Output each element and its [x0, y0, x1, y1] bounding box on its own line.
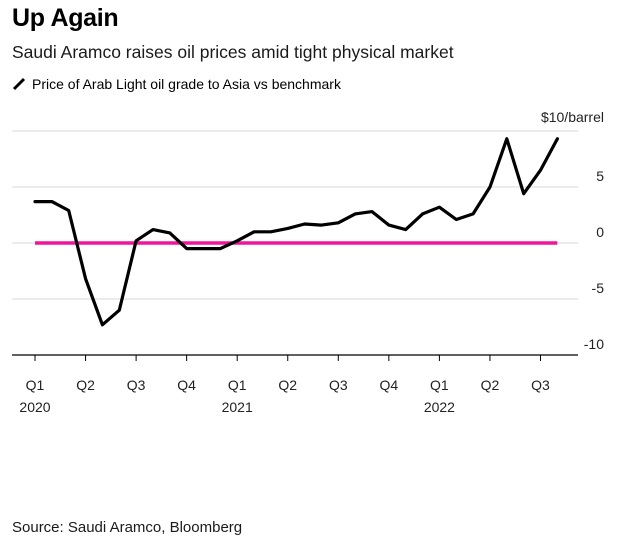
- data-point: [168, 231, 171, 235]
- x-tick-label: Q1: [228, 377, 247, 393]
- data-point: [505, 137, 508, 141]
- data-point: [539, 169, 542, 172]
- data-point: [67, 209, 70, 212]
- data-point: [303, 222, 306, 226]
- data-point: [252, 230, 256, 233]
- series-line: [33, 137, 560, 327]
- x-tick-label: Q3: [531, 377, 550, 393]
- source-note: Source: Saudi Aramco, Bloomberg: [12, 519, 243, 536]
- data-point: [118, 309, 121, 312]
- y-tick-label: -5: [592, 280, 605, 296]
- data-point: [404, 228, 407, 231]
- y-tick-label: 5: [596, 168, 604, 184]
- data-point: [202, 247, 205, 250]
- x-tick-label: Q2: [278, 377, 297, 393]
- data-point: [134, 239, 138, 242]
- y-tick-label: -10: [584, 336, 604, 352]
- y-tick-label: 0: [596, 224, 604, 240]
- chart-subtitle: Saudi Aramco raises oil prices amid tigh…: [12, 42, 454, 62]
- x-tick-label: Q3: [329, 377, 348, 393]
- y-tick-label: $10/barrel: [541, 109, 604, 125]
- data-point: [151, 228, 155, 231]
- legend-label: Price of Arab Light oil grade to Asia vs…: [32, 76, 341, 92]
- data-point: [50, 200, 54, 203]
- data-point: [370, 210, 374, 213]
- x-year-label: 2022: [424, 399, 455, 415]
- chart-title: Up Again: [12, 4, 119, 32]
- x-tick-label: Q2: [76, 377, 95, 393]
- legend-swatch-icon: [12, 77, 26, 91]
- data-point: [320, 223, 323, 227]
- data-point: [269, 230, 273, 233]
- x-year-label: 2021: [222, 399, 253, 415]
- x-tick-label: Q4: [380, 377, 399, 393]
- data-point: [421, 212, 424, 216]
- data-point: [236, 239, 239, 242]
- data-point: [556, 137, 559, 141]
- x-tick-label: Q2: [481, 377, 500, 393]
- data-point: [219, 247, 222, 250]
- data-point: [84, 277, 87, 281]
- data-point: [522, 192, 525, 195]
- data-point: [101, 323, 104, 326]
- data-point: [337, 221, 340, 225]
- data-point: [488, 185, 492, 189]
- data-point: [353, 212, 357, 216]
- data-point: [286, 227, 289, 230]
- data-point: [455, 218, 458, 221]
- x-tick-label: Q4: [177, 377, 196, 393]
- data-point: [387, 223, 391, 227]
- data-point: [438, 205, 441, 209]
- x-tick-label: Q1: [26, 377, 45, 393]
- data-point: [471, 212, 475, 216]
- x-tick-label: Q3: [127, 377, 146, 393]
- legend: Price of Arab Light oil grade to Asia vs…: [12, 76, 341, 92]
- data-point: [33, 200, 37, 203]
- data-point: [185, 247, 188, 250]
- x-tick-label: Q1: [430, 377, 449, 393]
- x-year-label: 2020: [19, 399, 50, 415]
